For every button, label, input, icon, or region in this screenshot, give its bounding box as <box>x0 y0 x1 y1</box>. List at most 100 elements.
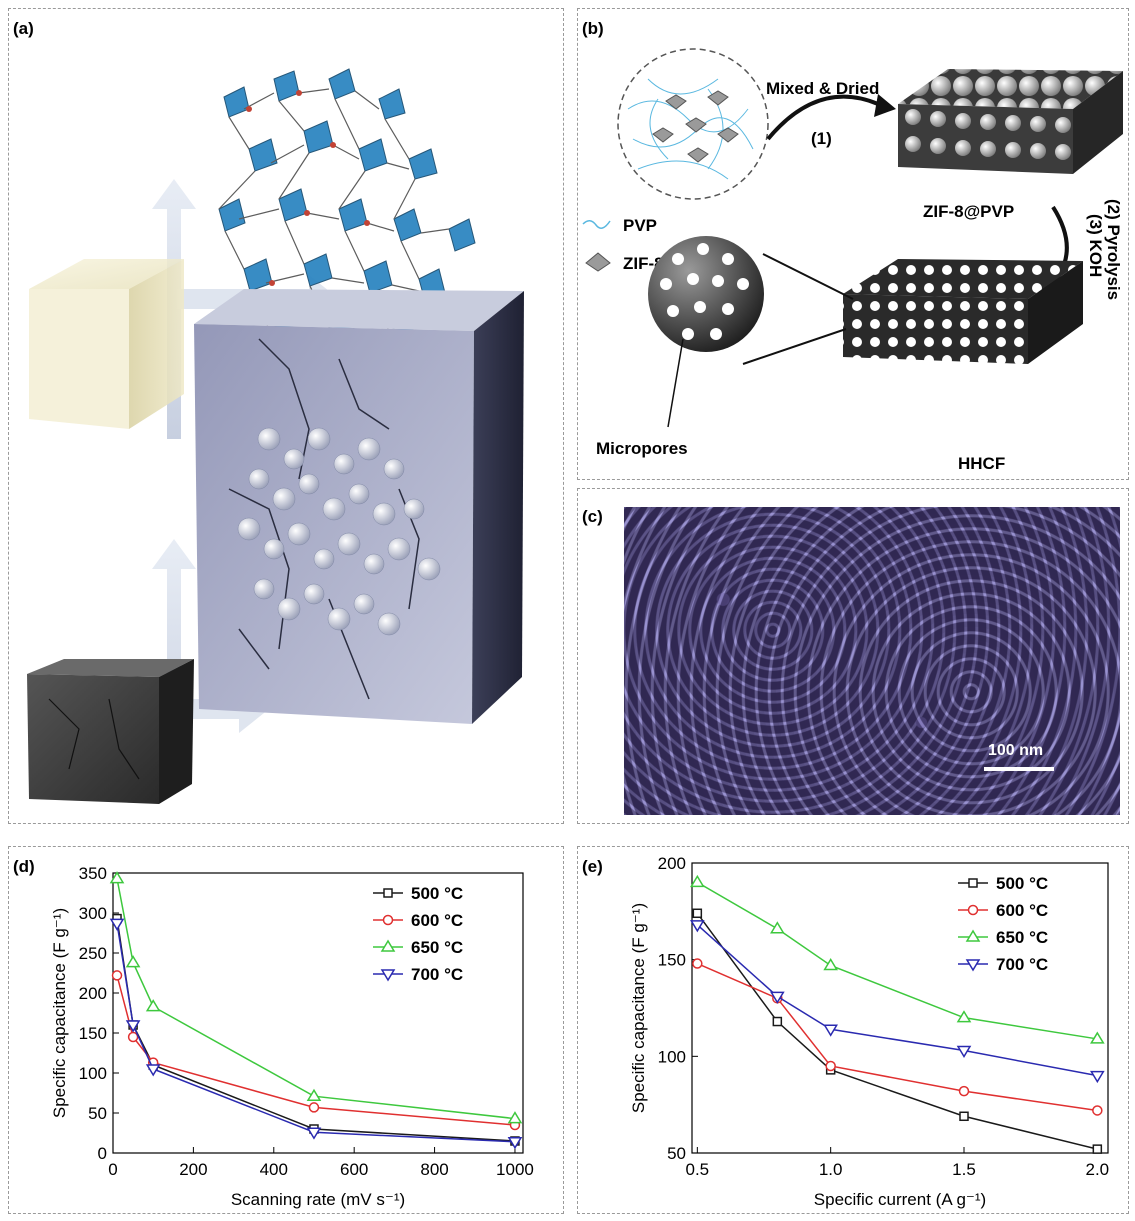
legend-marker <box>967 904 979 916</box>
data-point <box>125 1020 141 1033</box>
legend-label: 700 °C <box>996 955 1048 974</box>
panel-b-label: (b) <box>582 19 604 38</box>
panel-d-label: (d) <box>13 857 35 876</box>
y-tick-label: 250 <box>79 944 107 963</box>
y-tick-label: 0 <box>98 1144 107 1163</box>
data-point <box>1092 1144 1103 1154</box>
data-point <box>1092 1105 1103 1116</box>
legend-marker <box>965 929 981 942</box>
series-700 <box>690 920 1105 1084</box>
data-point <box>308 1102 320 1113</box>
x-tick-label: 800 <box>420 1160 448 1179</box>
data-point <box>692 908 703 919</box>
x-axis-label: Scanning rate (mV s⁻¹) <box>231 1190 405 1209</box>
panel-b-schematic: Mixed & Dried (1) ZIF-8@PVP PVP ZIF-8 (2… <box>582 48 1123 473</box>
legend-label: 500 °C <box>411 884 463 903</box>
plot-frame <box>112 872 524 1154</box>
zif8-legend-icon <box>585 252 611 272</box>
step1-number: (1) <box>811 129 832 148</box>
panel-b: (b) Mixed & Dried (1) <box>577 8 1129 480</box>
data-point <box>1090 1070 1105 1084</box>
panel-e: (e) 50 100 150 200 0.5 1.0 1.5 2.0 Specific curr… <box>577 846 1129 1214</box>
legend-label: 600 °C <box>411 911 463 930</box>
legend-marker <box>965 959 981 972</box>
micropores-label: Micropores <box>596 439 688 458</box>
series-line <box>696 912 1098 1150</box>
y-tick-label: 100 <box>658 1047 686 1066</box>
series-line <box>696 924 1098 1077</box>
data-point <box>956 1010 972 1023</box>
x-tick-label: 1.0 <box>819 1160 843 1179</box>
pvp-legend-icon <box>582 220 611 229</box>
plot-frame <box>691 862 1109 1154</box>
hhcf-label: HHCF <box>958 454 1005 473</box>
data-point <box>125 955 141 968</box>
data-point <box>109 918 125 931</box>
data-point <box>690 920 705 933</box>
data-point <box>109 871 125 884</box>
y-tick-label: 150 <box>658 951 686 970</box>
data-point <box>145 999 161 1012</box>
data-point <box>127 1031 139 1043</box>
data-point <box>770 991 785 1004</box>
x-tick-label: 400 <box>260 1160 288 1179</box>
series-700 <box>109 918 523 1150</box>
y-tick-label: 150 <box>79 1024 107 1043</box>
data-point <box>1090 1031 1105 1044</box>
legend-marker <box>968 878 978 888</box>
data-point <box>507 1111 523 1124</box>
chart-e: 50 100 150 200 0.5 1.0 1.5 2.0 Specific current … <box>629 854 1110 1209</box>
data-point <box>772 1016 783 1027</box>
panel-c: (c) 100 nm <box>577 488 1129 824</box>
transparent-cube <box>29 259 184 429</box>
data-point <box>958 1085 970 1097</box>
legend-label: 650 °C <box>411 938 463 957</box>
series-650 <box>109 871 523 1124</box>
y-tick-label: 50 <box>667 1144 686 1163</box>
zif8-legend-label: ZIF-8 <box>623 254 664 273</box>
chart-d: 0 50 100 150 200 250 300 350 0 200 400 600 800 1000 Sc… <box>50 864 534 1209</box>
series-600 <box>111 970 521 1131</box>
panel-e-label: (e) <box>582 857 603 876</box>
legend-marker <box>380 969 396 982</box>
panel-c-label: (c) <box>582 507 603 526</box>
x-tick-label: 0 <box>108 1160 117 1179</box>
series-600 <box>692 958 1103 1116</box>
step1-label: Mixed & Dried <box>766 79 879 98</box>
data-point <box>823 958 838 971</box>
x-tick-label: 1000 <box>496 1160 534 1179</box>
zif8-pvp-label: ZIF-8@PVP <box>923 202 1014 221</box>
data-point <box>145 1064 161 1077</box>
hhcf-block <box>843 259 1083 364</box>
data-point <box>825 1060 836 1072</box>
legend-label: 500 °C <box>996 874 1048 893</box>
micropore-sphere <box>648 236 764 352</box>
y-axis-label: Specific capacitance (F g⁻¹) <box>50 908 69 1118</box>
data-point <box>306 1127 322 1140</box>
legend-label: 650 °C <box>996 928 1048 947</box>
panel-a: (a) <box>8 8 564 824</box>
legend-marker <box>383 888 393 898</box>
panel-a-illustration <box>27 68 524 804</box>
data-point <box>111 970 123 981</box>
y-axis-label: Specific capacitance (F g⁻¹) <box>629 903 648 1113</box>
y-tick-label: 350 <box>79 864 107 883</box>
x-tick-label: 1.5 <box>952 1160 976 1179</box>
x-tick-label: 600 <box>340 1160 368 1179</box>
x-tick-label: 2.0 <box>1086 1160 1110 1179</box>
pvp-legend-label: PVP <box>623 216 657 235</box>
data-point <box>959 1111 969 1122</box>
legend-label: 600 °C <box>996 901 1048 920</box>
scale-bar-label: 100 nm <box>988 742 1044 759</box>
legend-label: 700 °C <box>411 965 463 984</box>
carbon-cube <box>27 659 194 804</box>
step3-label: (3) KOH <box>1086 214 1105 277</box>
data-point <box>692 958 703 969</box>
x-axis-label: Specific current (A g⁻¹) <box>814 1190 986 1209</box>
panel-a-label: (a) <box>13 19 34 38</box>
series-line <box>697 962 1098 1112</box>
legend-marker <box>382 914 394 926</box>
sem-image <box>624 507 1120 815</box>
zif8-pvp-block <box>898 69 1123 174</box>
data-point <box>306 1088 322 1101</box>
